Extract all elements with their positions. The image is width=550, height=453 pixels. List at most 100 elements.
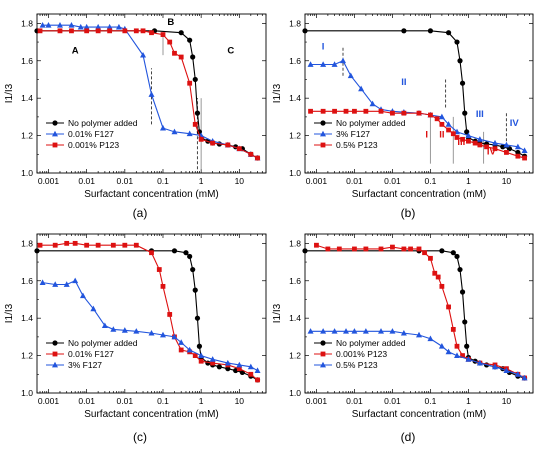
data-point bbox=[183, 250, 189, 256]
region-annotation: II bbox=[401, 77, 406, 88]
data-point bbox=[254, 367, 261, 373]
data-point bbox=[428, 255, 433, 261]
panel-label: (c) bbox=[133, 430, 147, 444]
data-point bbox=[416, 110, 422, 116]
data-point bbox=[84, 28, 90, 34]
data-point bbox=[148, 91, 155, 97]
legend-label: 3% F127 bbox=[336, 129, 370, 139]
series-line-2 bbox=[40, 30, 258, 159]
data-point bbox=[248, 151, 254, 157]
x-tick-label: 10 bbox=[235, 176, 245, 186]
data-point bbox=[450, 250, 456, 256]
data-point bbox=[465, 132, 472, 138]
x-axis-label: Surfactant concentration (mM) bbox=[352, 409, 487, 420]
data-point bbox=[210, 360, 216, 366]
y-tick-label: 1.8 bbox=[21, 238, 33, 248]
data-point bbox=[255, 377, 260, 383]
data-point bbox=[52, 281, 59, 287]
data-point bbox=[389, 328, 396, 334]
data-point bbox=[209, 356, 216, 362]
data-point bbox=[72, 277, 79, 284]
x-tick-label: 0.001 bbox=[306, 396, 328, 406]
data-point bbox=[171, 248, 178, 254]
data-point bbox=[378, 108, 384, 114]
x-tick-label: 0.01 bbox=[117, 396, 134, 406]
data-point bbox=[515, 153, 521, 159]
legend-marker bbox=[52, 351, 58, 357]
data-point bbox=[400, 329, 407, 336]
data-point bbox=[435, 274, 441, 280]
data-point bbox=[84, 242, 90, 248]
region-annotation: IV bbox=[487, 146, 497, 157]
region-annotation: A bbox=[72, 45, 79, 56]
data-point bbox=[64, 240, 70, 246]
data-point bbox=[95, 242, 101, 248]
data-point bbox=[462, 110, 468, 116]
legend-marker bbox=[52, 130, 58, 137]
data-point bbox=[178, 30, 184, 36]
data-point bbox=[210, 140, 216, 146]
data-point bbox=[522, 155, 527, 161]
data-point bbox=[39, 279, 46, 286]
y-tick-label: 1.6 bbox=[289, 276, 301, 286]
data-point bbox=[438, 343, 445, 349]
data-point bbox=[363, 246, 369, 252]
x-tick-label: 0.01 bbox=[346, 396, 363, 406]
region-annotation: III bbox=[457, 137, 465, 148]
data-point bbox=[351, 328, 358, 334]
y-tick-label: 1.8 bbox=[289, 18, 301, 28]
data-point bbox=[90, 305, 97, 312]
data-point bbox=[369, 100, 376, 107]
data-point bbox=[225, 142, 231, 148]
panel-label: (d) bbox=[401, 430, 416, 444]
data-point bbox=[171, 333, 178, 340]
data-point bbox=[352, 246, 357, 252]
x-tick-label: 0.001 bbox=[306, 176, 328, 186]
data-point bbox=[378, 246, 384, 252]
x-tick-label: 1 bbox=[466, 176, 471, 186]
data-point bbox=[110, 242, 116, 248]
data-point bbox=[149, 250, 154, 256]
panel-label: (b) bbox=[401, 206, 416, 220]
data-point bbox=[416, 331, 422, 338]
data-point bbox=[63, 281, 70, 287]
y-tick-label: 1.2 bbox=[289, 351, 301, 361]
data-point bbox=[408, 246, 413, 252]
data-point bbox=[492, 146, 498, 152]
data-point bbox=[192, 121, 198, 127]
data-point bbox=[101, 322, 108, 329]
region-annotation: III bbox=[476, 109, 484, 120]
data-point bbox=[192, 353, 198, 358]
data-point bbox=[476, 136, 483, 142]
x-tick-label: 1 bbox=[199, 396, 204, 406]
y-axis-label: I1/I3 bbox=[4, 303, 15, 323]
data-point bbox=[196, 343, 203, 349]
data-point bbox=[186, 346, 193, 353]
data-point bbox=[454, 343, 460, 349]
data-point bbox=[72, 240, 78, 246]
data-point bbox=[77, 23, 84, 30]
data-point bbox=[236, 366, 242, 372]
y-tick-label: 1.4 bbox=[289, 313, 301, 323]
data-point bbox=[69, 28, 74, 34]
x-axis-label: Surfactant concentration (mM) bbox=[84, 409, 219, 420]
data-point bbox=[439, 121, 445, 127]
data-point bbox=[504, 150, 509, 155]
data-point bbox=[248, 371, 254, 377]
data-point bbox=[52, 242, 58, 248]
data-point bbox=[521, 147, 528, 153]
y-tick-label: 1.0 bbox=[289, 388, 301, 398]
data-point bbox=[247, 363, 254, 370]
y-axis-label: I1/I3 bbox=[272, 303, 283, 323]
data-point bbox=[439, 283, 445, 289]
legend-label: No polymer added bbox=[336, 338, 406, 348]
data-point bbox=[194, 315, 201, 321]
y-tick-label: 1.2 bbox=[21, 131, 33, 141]
data-point bbox=[34, 248, 40, 254]
data-point bbox=[192, 76, 198, 83]
data-point bbox=[460, 136, 465, 142]
data-point bbox=[450, 327, 456, 332]
x-tick-label: 0.1 bbox=[425, 176, 437, 186]
y-tick-label: 1.0 bbox=[21, 168, 33, 178]
